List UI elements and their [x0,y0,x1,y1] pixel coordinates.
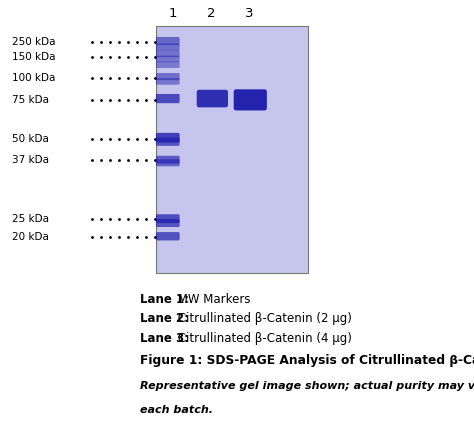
Text: 37 kDa: 37 kDa [12,155,49,165]
FancyBboxPatch shape [156,44,180,51]
Text: 75 kDa: 75 kDa [12,95,49,105]
Text: Citrullinated β-Catenin (2 μg): Citrullinated β-Catenin (2 μg) [174,312,352,326]
FancyBboxPatch shape [234,89,267,110]
FancyBboxPatch shape [156,156,180,164]
Text: Representative gel image shown; actual purity may vary between: Representative gel image shown; actual p… [140,381,474,391]
Text: 50 kDa: 50 kDa [12,134,49,143]
FancyBboxPatch shape [156,159,180,166]
FancyBboxPatch shape [156,50,180,57]
Text: 150 kDa: 150 kDa [12,52,55,62]
FancyBboxPatch shape [156,232,180,240]
Text: 250 kDa: 250 kDa [12,37,55,47]
FancyBboxPatch shape [156,94,180,103]
FancyBboxPatch shape [156,78,180,84]
Text: MW Markers: MW Markers [174,293,250,306]
FancyBboxPatch shape [156,55,180,62]
FancyBboxPatch shape [156,133,180,143]
Text: 100 kDa: 100 kDa [12,73,55,83]
Text: Citrullinated β-Catenin (4 μg): Citrullinated β-Catenin (4 μg) [174,332,352,345]
FancyBboxPatch shape [156,214,180,223]
Text: 20 kDa: 20 kDa [12,232,49,242]
Text: Lane 2:: Lane 2: [140,312,189,326]
FancyBboxPatch shape [156,137,180,146]
Text: Lane 3:: Lane 3: [140,332,189,345]
Text: 2: 2 [207,7,215,20]
Text: 3: 3 [245,7,253,20]
Text: 1: 1 [169,7,177,20]
Text: Lane 1:: Lane 1: [140,293,189,306]
FancyBboxPatch shape [156,37,180,45]
Text: 25 kDa: 25 kDa [12,214,49,224]
FancyBboxPatch shape [156,219,180,227]
Text: Figure 1: SDS-PAGE Analysis of Citrullinated β-Catenin: Figure 1: SDS-PAGE Analysis of Citrullin… [140,354,474,367]
FancyBboxPatch shape [156,73,180,80]
Text: each batch.: each batch. [140,405,213,415]
FancyBboxPatch shape [156,26,308,273]
FancyBboxPatch shape [156,61,180,68]
FancyBboxPatch shape [197,90,228,107]
